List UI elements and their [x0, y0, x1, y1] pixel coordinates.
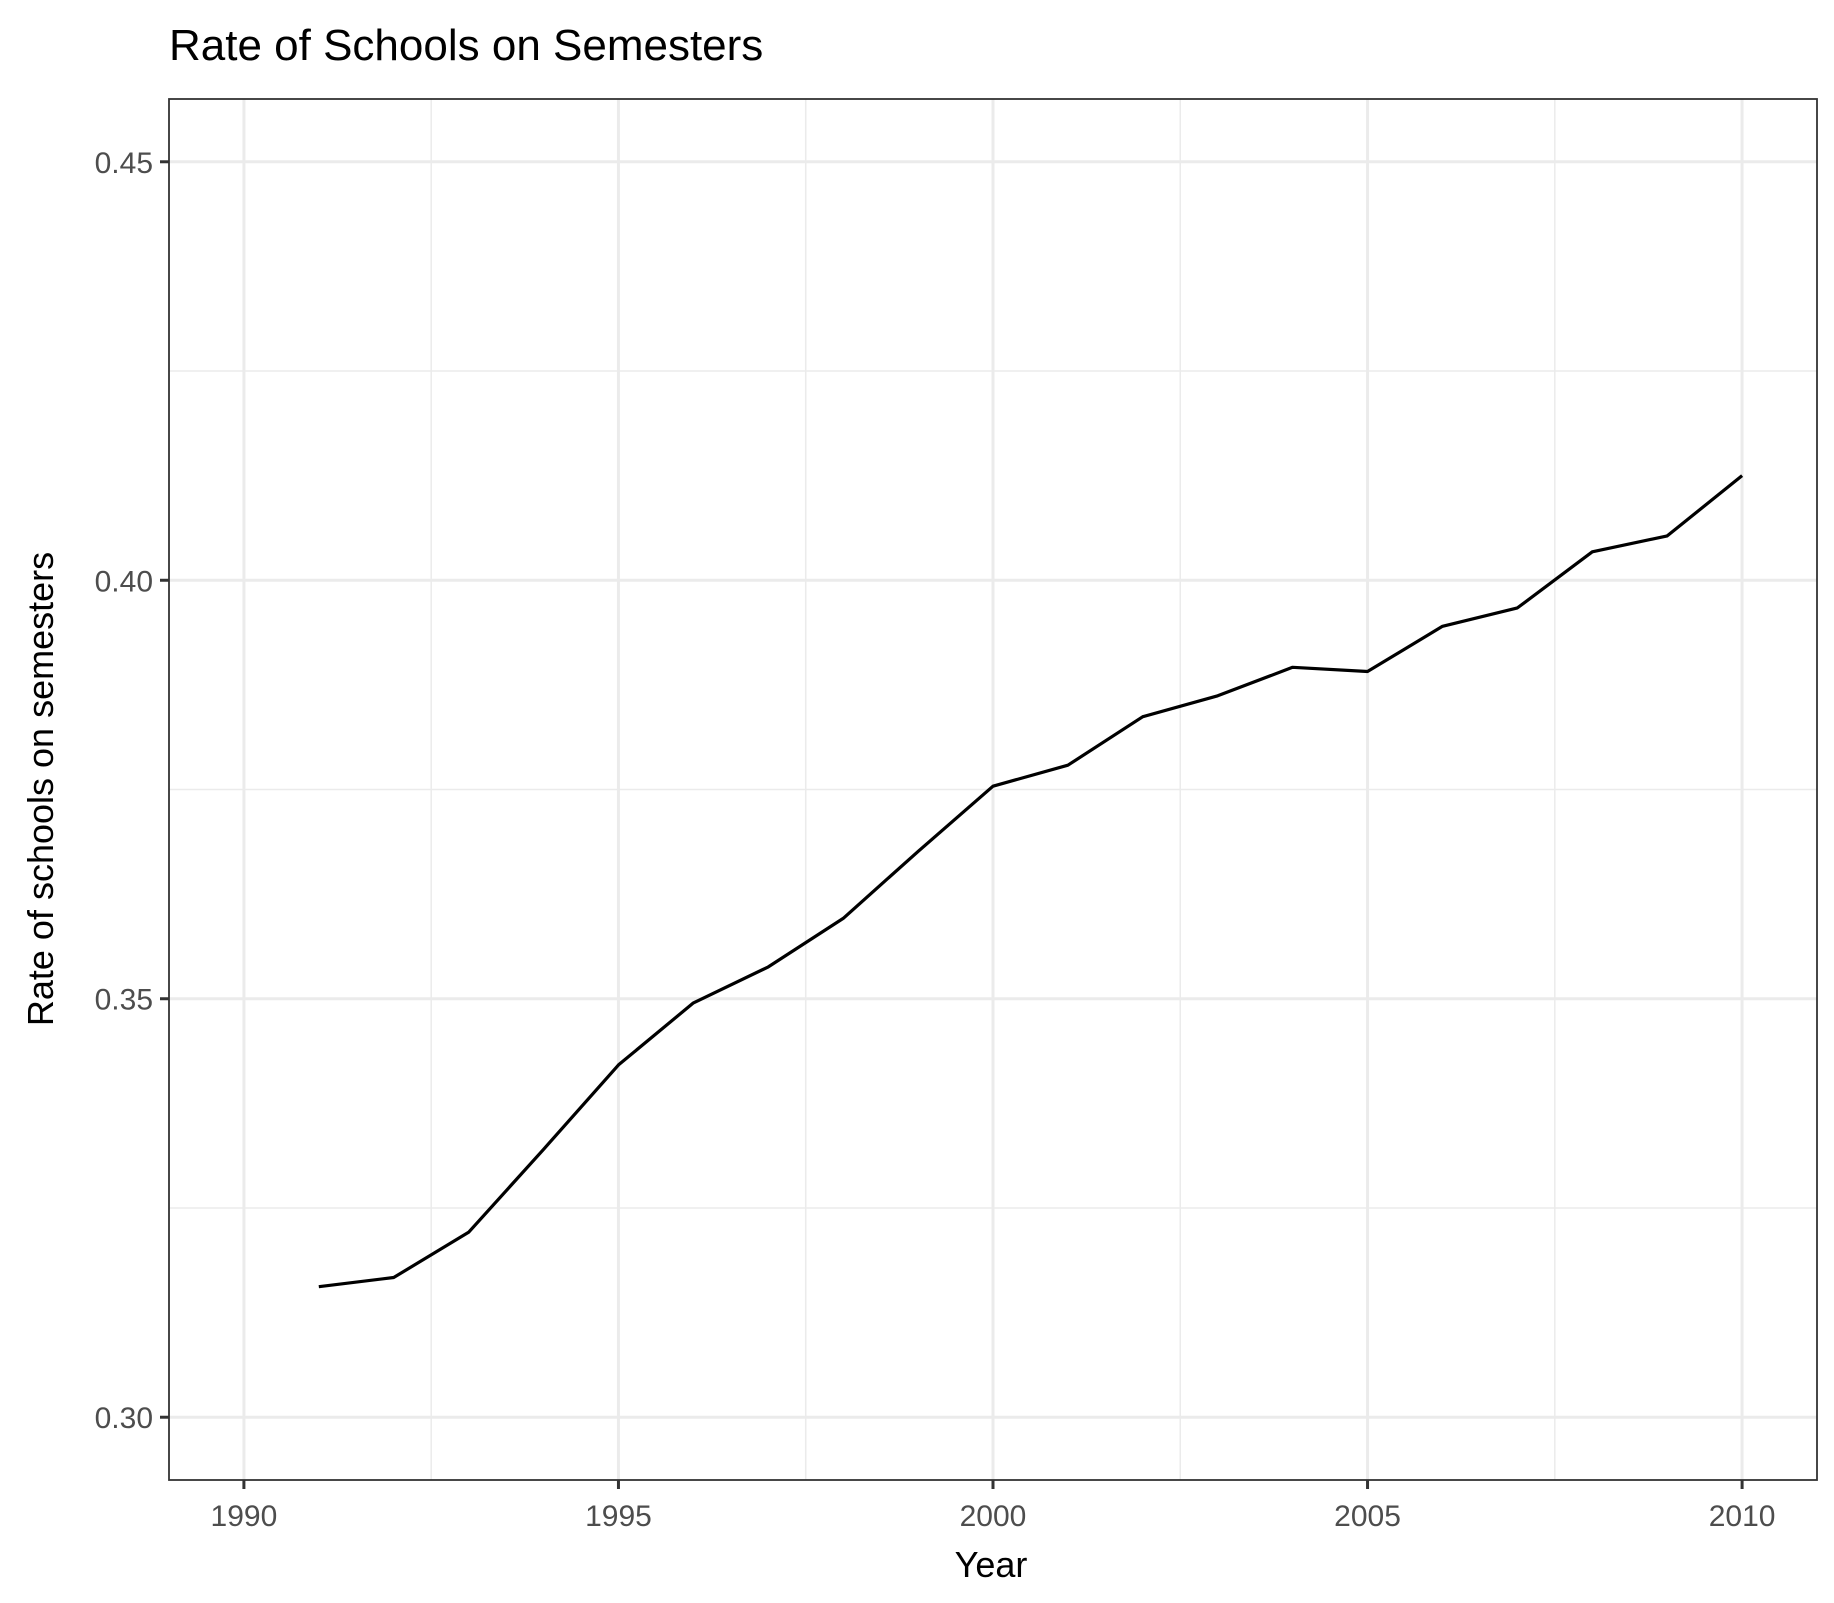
y-tick-label: 0.30 — [95, 1402, 153, 1435]
series-line — [318, 474, 1744, 1289]
y-tick-label: 0.40 — [95, 565, 153, 598]
chart-title: Rate of Schools on Semesters — [169, 21, 763, 70]
x-tick-label: 2005 — [1334, 1500, 1401, 1533]
y-axis-title: Rate of schools on semesters — [20, 552, 61, 1026]
y-tick-label: 0.45 — [95, 147, 153, 180]
x-tick-label: 2000 — [960, 1500, 1027, 1533]
x-axis: 1990 1995 2000 2005 2010 — [211, 1480, 1776, 1533]
major-gridlines — [169, 99, 1817, 1480]
x-axis-title: Year — [955, 1544, 1028, 1585]
x-tick-label: 1990 — [211, 1500, 278, 1533]
x-tick-label: 1995 — [585, 1500, 652, 1533]
y-tick-label: 0.35 — [95, 984, 153, 1017]
x-tick-label: 2010 — [1709, 1500, 1776, 1533]
series-layer — [318, 474, 1744, 1289]
y-axis: 0.30 0.35 0.40 0.45 — [95, 147, 169, 1435]
